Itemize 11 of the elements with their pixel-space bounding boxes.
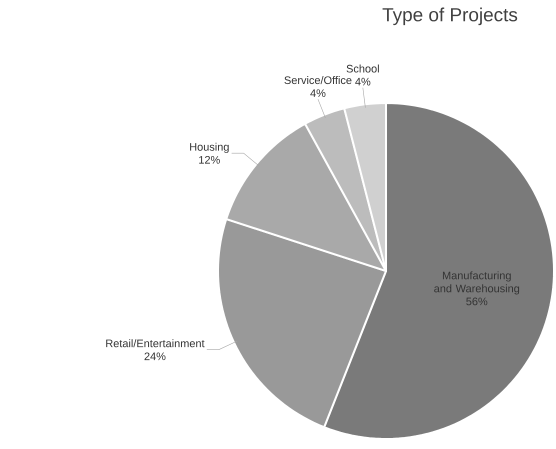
chart-title: Type of Projects: [382, 8, 518, 26]
data-label: 12%: [199, 156, 220, 164]
slice-label: Service/Office: [284, 76, 352, 84]
slice-label: School: [346, 64, 379, 73]
slice-label: Retail/Entertainment: [106, 339, 205, 348]
data-label: 24%: [144, 352, 166, 360]
slice-label: Housing: [190, 142, 229, 153]
data-label: 4%: [310, 89, 326, 97]
slice-label: Manufacturing and Warehousing: [434, 271, 520, 294]
data-label: 56%: [466, 298, 488, 306]
data-label: 4%: [355, 78, 370, 86]
